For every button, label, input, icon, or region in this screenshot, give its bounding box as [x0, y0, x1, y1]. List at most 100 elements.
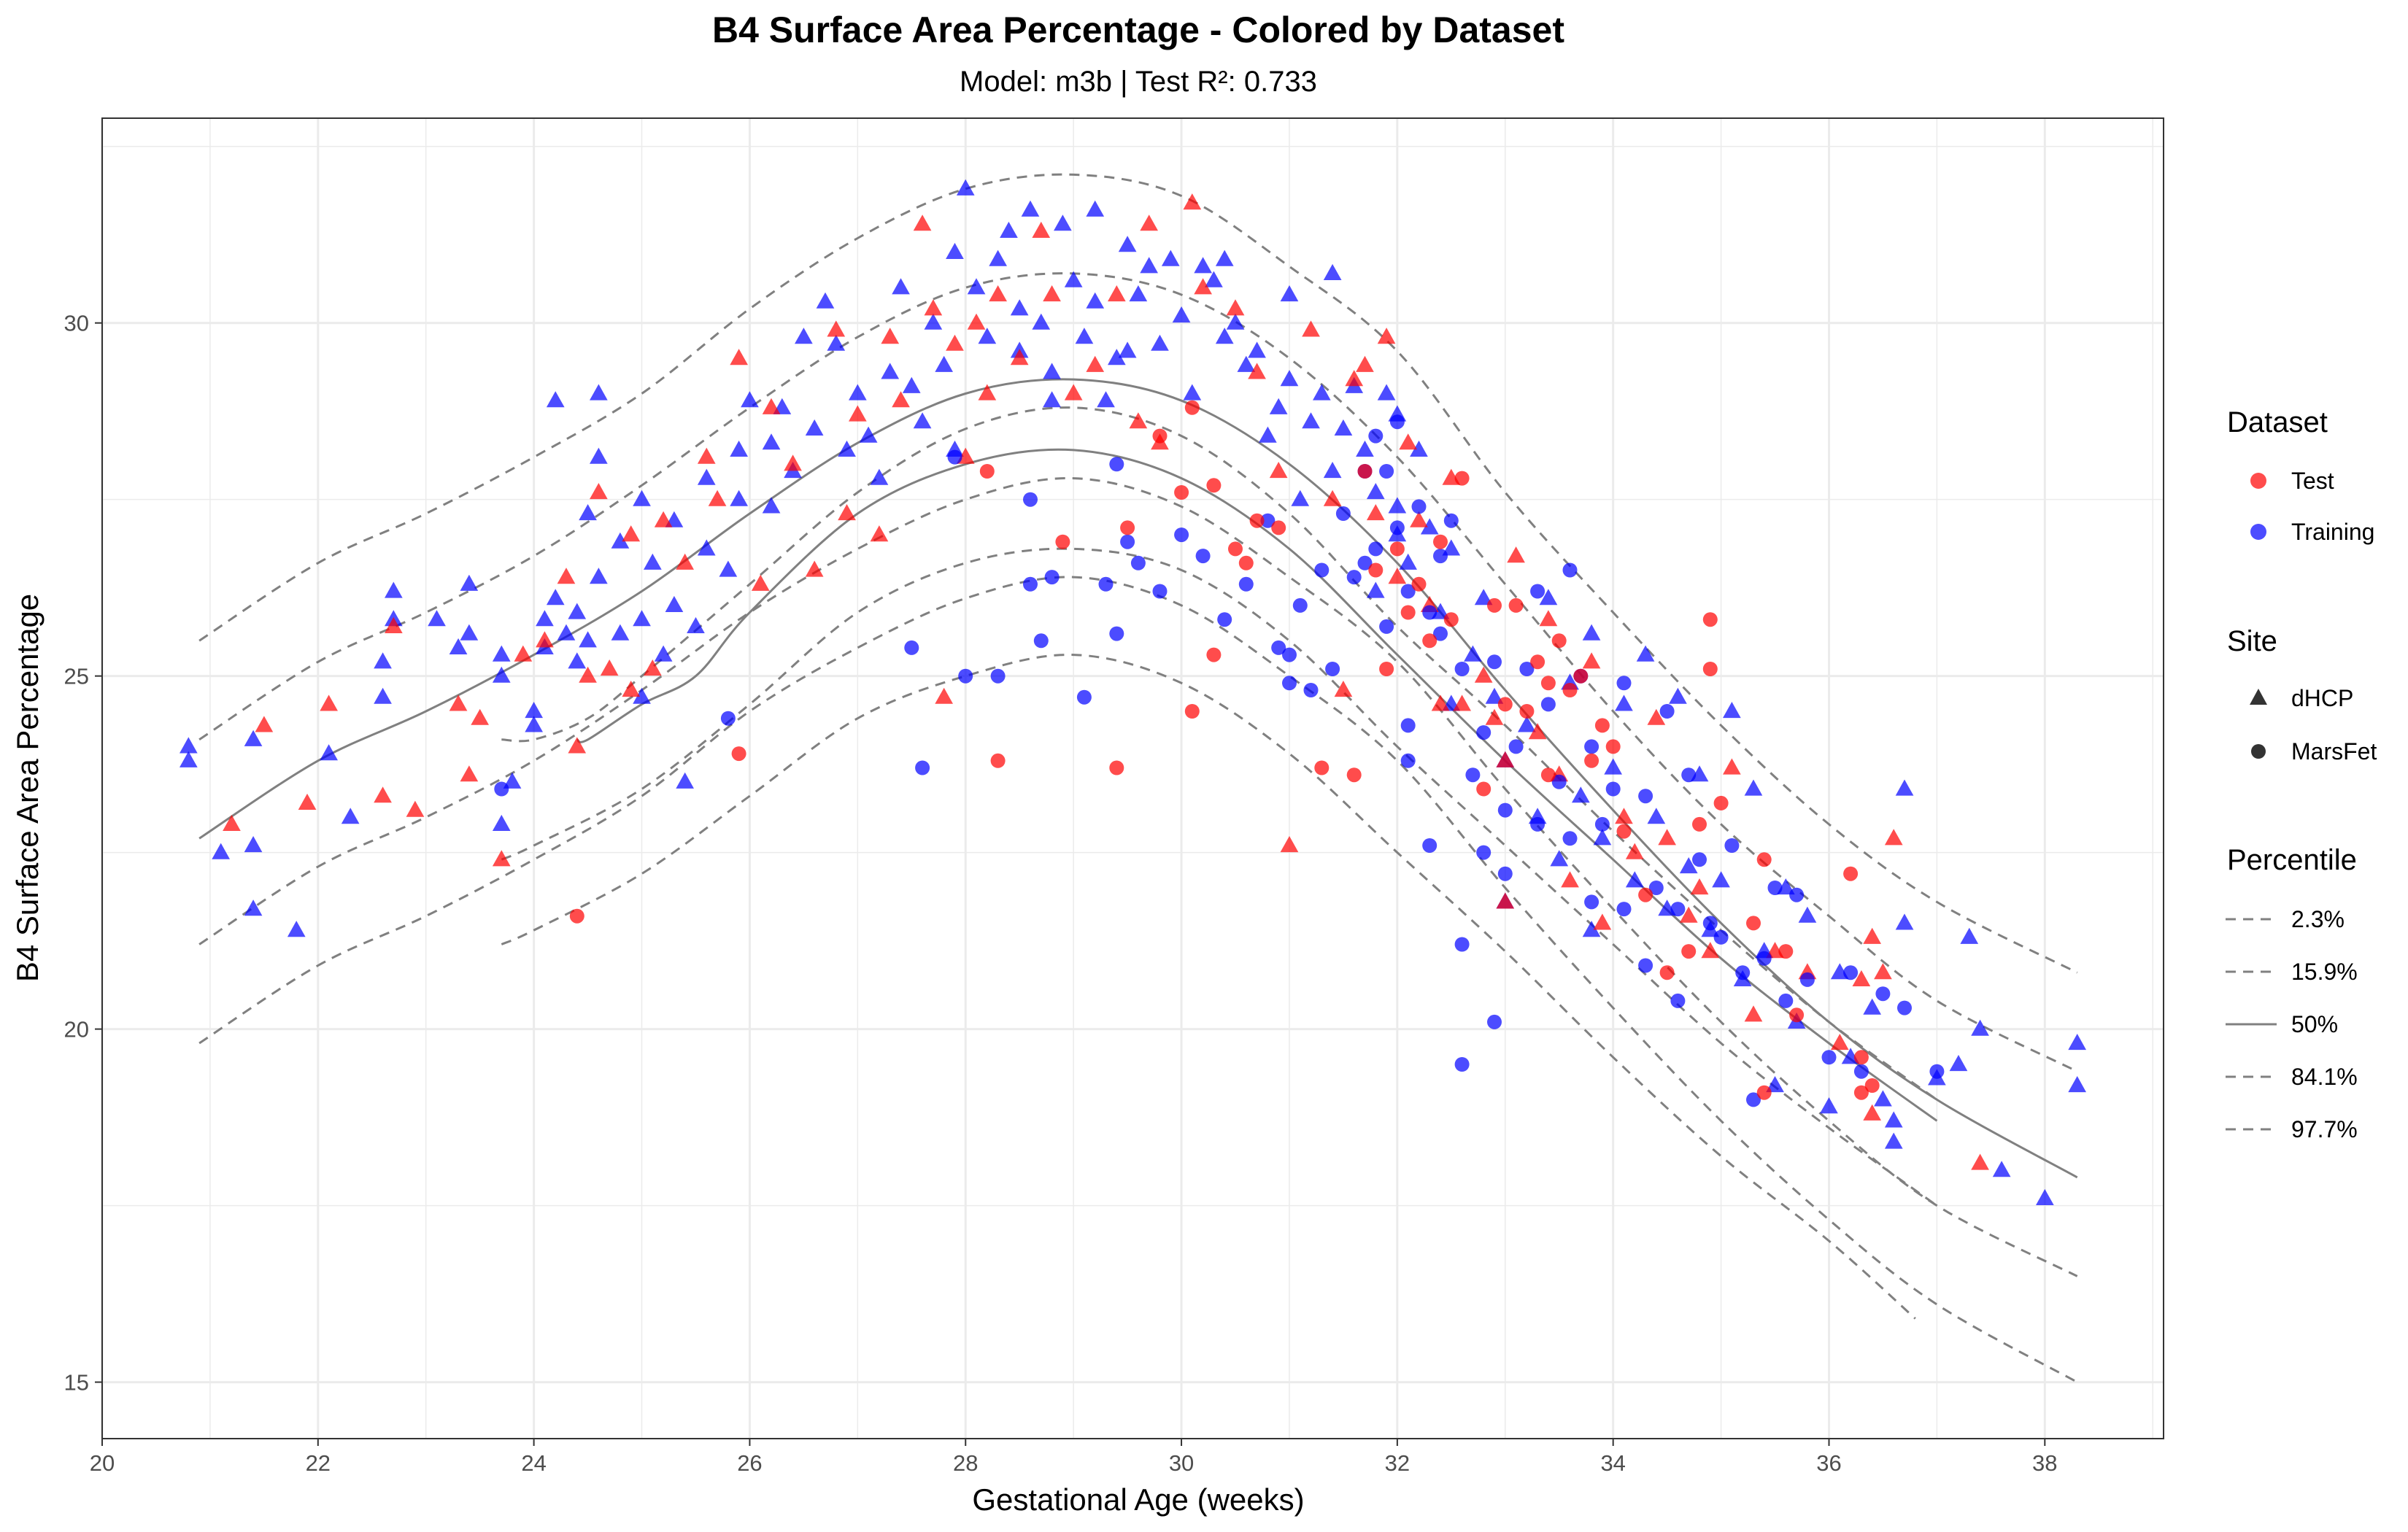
legend-training-swatch: [2250, 524, 2266, 540]
y-tick-label: 25: [64, 664, 89, 689]
point-training-marsfet: [1616, 676, 1632, 691]
point-training-marsfet: [1346, 570, 1362, 585]
point-training-dhcp: [180, 751, 198, 767]
point-test-dhcp: [492, 850, 511, 867]
point-training-marsfet: [1379, 464, 1394, 479]
point-training-dhcp: [1410, 440, 1428, 457]
chart-title: B4 Surface Area Percentage - Colored by …: [712, 9, 1564, 50]
point-test-dhcp: [514, 645, 533, 662]
point-training-dhcp: [1485, 687, 1504, 704]
y-tick-label: 30: [64, 311, 89, 336]
point-test-marsfet: [1357, 464, 1373, 479]
point-training-dhcp: [1215, 328, 1234, 344]
point-training-marsfet: [1789, 887, 1805, 902]
point-training-dhcp: [1669, 687, 1687, 704]
point-test-marsfet: [1519, 704, 1535, 719]
point-training-marsfet: [1476, 725, 1492, 740]
point-test-marsfet: [1573, 668, 1589, 684]
point-training-dhcp: [633, 610, 651, 627]
point-test-dhcp: [1194, 278, 1212, 295]
point-training-dhcp: [1992, 1161, 2011, 1177]
point-training-dhcp: [590, 568, 608, 584]
point-training-marsfet: [1109, 626, 1124, 641]
point-training-dhcp: [287, 921, 306, 937]
point-training-dhcp: [654, 645, 673, 662]
point-training-dhcp: [212, 843, 230, 859]
point-training-dhcp: [1269, 398, 1288, 414]
point-test-dhcp: [1108, 285, 1126, 302]
point-training-dhcp: [697, 539, 716, 556]
grid: [101, 118, 2164, 1439]
point-training-dhcp: [838, 440, 856, 457]
y-tick-label: 20: [64, 1017, 89, 1042]
point-training-marsfet: [1692, 852, 1707, 867]
point-training-marsfet: [1389, 520, 1405, 535]
point-test-marsfet: [1508, 597, 1524, 613]
point-test-dhcp: [978, 384, 997, 401]
legend-dataset-title: Dataset: [2227, 406, 2328, 438]
point-test-dhcp: [1010, 349, 1029, 365]
point-training-dhcp: [1723, 702, 1741, 719]
point-test-dhcp: [579, 666, 597, 683]
point-training-dhcp: [719, 560, 738, 577]
point-test-dhcp: [1323, 490, 1342, 506]
point-training-dhcp: [697, 468, 716, 485]
point-test-dhcp: [838, 504, 856, 521]
point-training-dhcp: [1539, 589, 1558, 606]
legend-percentile: Percentile 2.3% 15.9% 50% 84.1% 97.7%: [2226, 844, 2358, 1142]
point-training-dhcp: [1366, 581, 1385, 598]
legend-p50-label: 50%: [2291, 1011, 2338, 1037]
point-test-marsfet: [1346, 767, 1362, 783]
legend-test-label: Test: [2291, 468, 2334, 494]
point-test-marsfet: [1422, 633, 1438, 649]
point-training-marsfet: [1562, 562, 1578, 578]
point-test-dhcp: [385, 616, 403, 633]
point-training-dhcp: [1010, 299, 1029, 316]
point-training-dhcp: [644, 553, 662, 570]
point-test-marsfet: [1271, 520, 1286, 535]
point-test-marsfet: [1411, 576, 1427, 592]
point-training-marsfet: [1497, 866, 1513, 881]
percentile-curve-1: [198, 272, 2078, 1073]
point-training-marsfet: [1702, 916, 1718, 931]
point-test-dhcp: [622, 525, 641, 542]
point-training-dhcp: [1054, 214, 1072, 231]
point-training-dhcp: [1118, 236, 1137, 252]
point-training-marsfet: [1497, 802, 1513, 818]
point-training-dhcp: [1377, 384, 1396, 401]
point-training-dhcp: [1442, 539, 1461, 556]
point-training-marsfet: [1368, 541, 1384, 557]
point-test-dhcp: [1582, 652, 1601, 669]
point-test-dhcp: [1615, 808, 1633, 824]
point-training-dhcp: [1615, 695, 1633, 711]
point-test-dhcp: [1140, 214, 1158, 231]
data-points: [180, 179, 2086, 1205]
point-training-dhcp: [546, 391, 565, 408]
point-test-dhcp: [654, 511, 673, 527]
point-training-dhcp: [1334, 419, 1353, 436]
point-training-marsfet: [1109, 457, 1124, 472]
point-test-marsfet: [1379, 662, 1394, 676]
point-training-dhcp: [492, 814, 511, 831]
point-test-dhcp: [762, 398, 781, 414]
point-test-dhcp: [1226, 299, 1245, 316]
point-training-dhcp: [1766, 1076, 1784, 1093]
point-test-dhcp: [1366, 504, 1385, 521]
point-training-marsfet: [1853, 1064, 1869, 1079]
point-test-dhcp: [1474, 666, 1493, 683]
point-training-marsfet: [1670, 902, 1686, 917]
point-training-dhcp: [805, 419, 824, 436]
point-training-dhcp: [1248, 341, 1266, 358]
point-training-dhcp: [611, 532, 630, 549]
point-test-dhcp: [870, 525, 889, 542]
point-training-marsfet: [1508, 739, 1524, 754]
point-test-marsfet: [1853, 1085, 1869, 1100]
point-test-marsfet: [979, 464, 995, 479]
point-test-marsfet: [1368, 562, 1384, 578]
point-training-marsfet: [1530, 816, 1545, 832]
point-training-dhcp: [956, 179, 975, 196]
point-training-dhcp: [460, 574, 479, 591]
point-training-marsfet: [1476, 845, 1492, 860]
